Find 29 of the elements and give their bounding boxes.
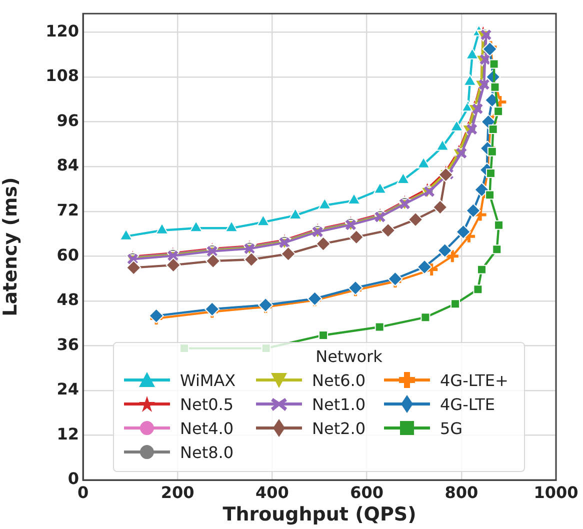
y-tick-label: 120: [46, 21, 79, 40]
legend-label: 4G-LTE+: [440, 370, 508, 390]
legend-label: 4G-LTE: [440, 394, 495, 414]
y-tick-label: 24: [56, 380, 79, 399]
legend-label: Net4.0: [180, 418, 234, 438]
legend-label: Net8.0: [180, 442, 234, 462]
legend-label: 5G: [440, 418, 463, 438]
y-tick-label: 0: [68, 469, 79, 488]
legend-label: Net2.0: [312, 418, 366, 438]
y-tick-label: 72: [56, 200, 79, 220]
y-tick-label: 36: [56, 334, 79, 354]
x-tick-label: 200: [160, 482, 194, 502]
y-tick-label: 96: [56, 110, 79, 130]
y-tick-label: 84: [56, 156, 79, 175]
y-tick-label: 60: [56, 245, 79, 264]
x-tick-label: 600: [350, 482, 384, 502]
legend-label: Net0.5: [180, 394, 234, 414]
x-tick-label: 800: [444, 482, 478, 502]
x-axis-title: Throughput (QPS): [222, 504, 416, 526]
legend-label: Net1.0: [312, 394, 366, 414]
x-tick-label: 400: [255, 482, 289, 502]
legend-title: Network: [314, 347, 384, 366]
legend-label: Net6.0: [312, 370, 366, 390]
y-axis-title: Latency (ms): [0, 177, 22, 316]
y-tick-label: 108: [46, 66, 79, 86]
x-tick-label: 1000: [534, 482, 578, 502]
y-tick-label: 12: [56, 424, 79, 444]
y-tick-label: 48: [56, 290, 79, 310]
legend-label: WiMAX: [180, 370, 236, 390]
